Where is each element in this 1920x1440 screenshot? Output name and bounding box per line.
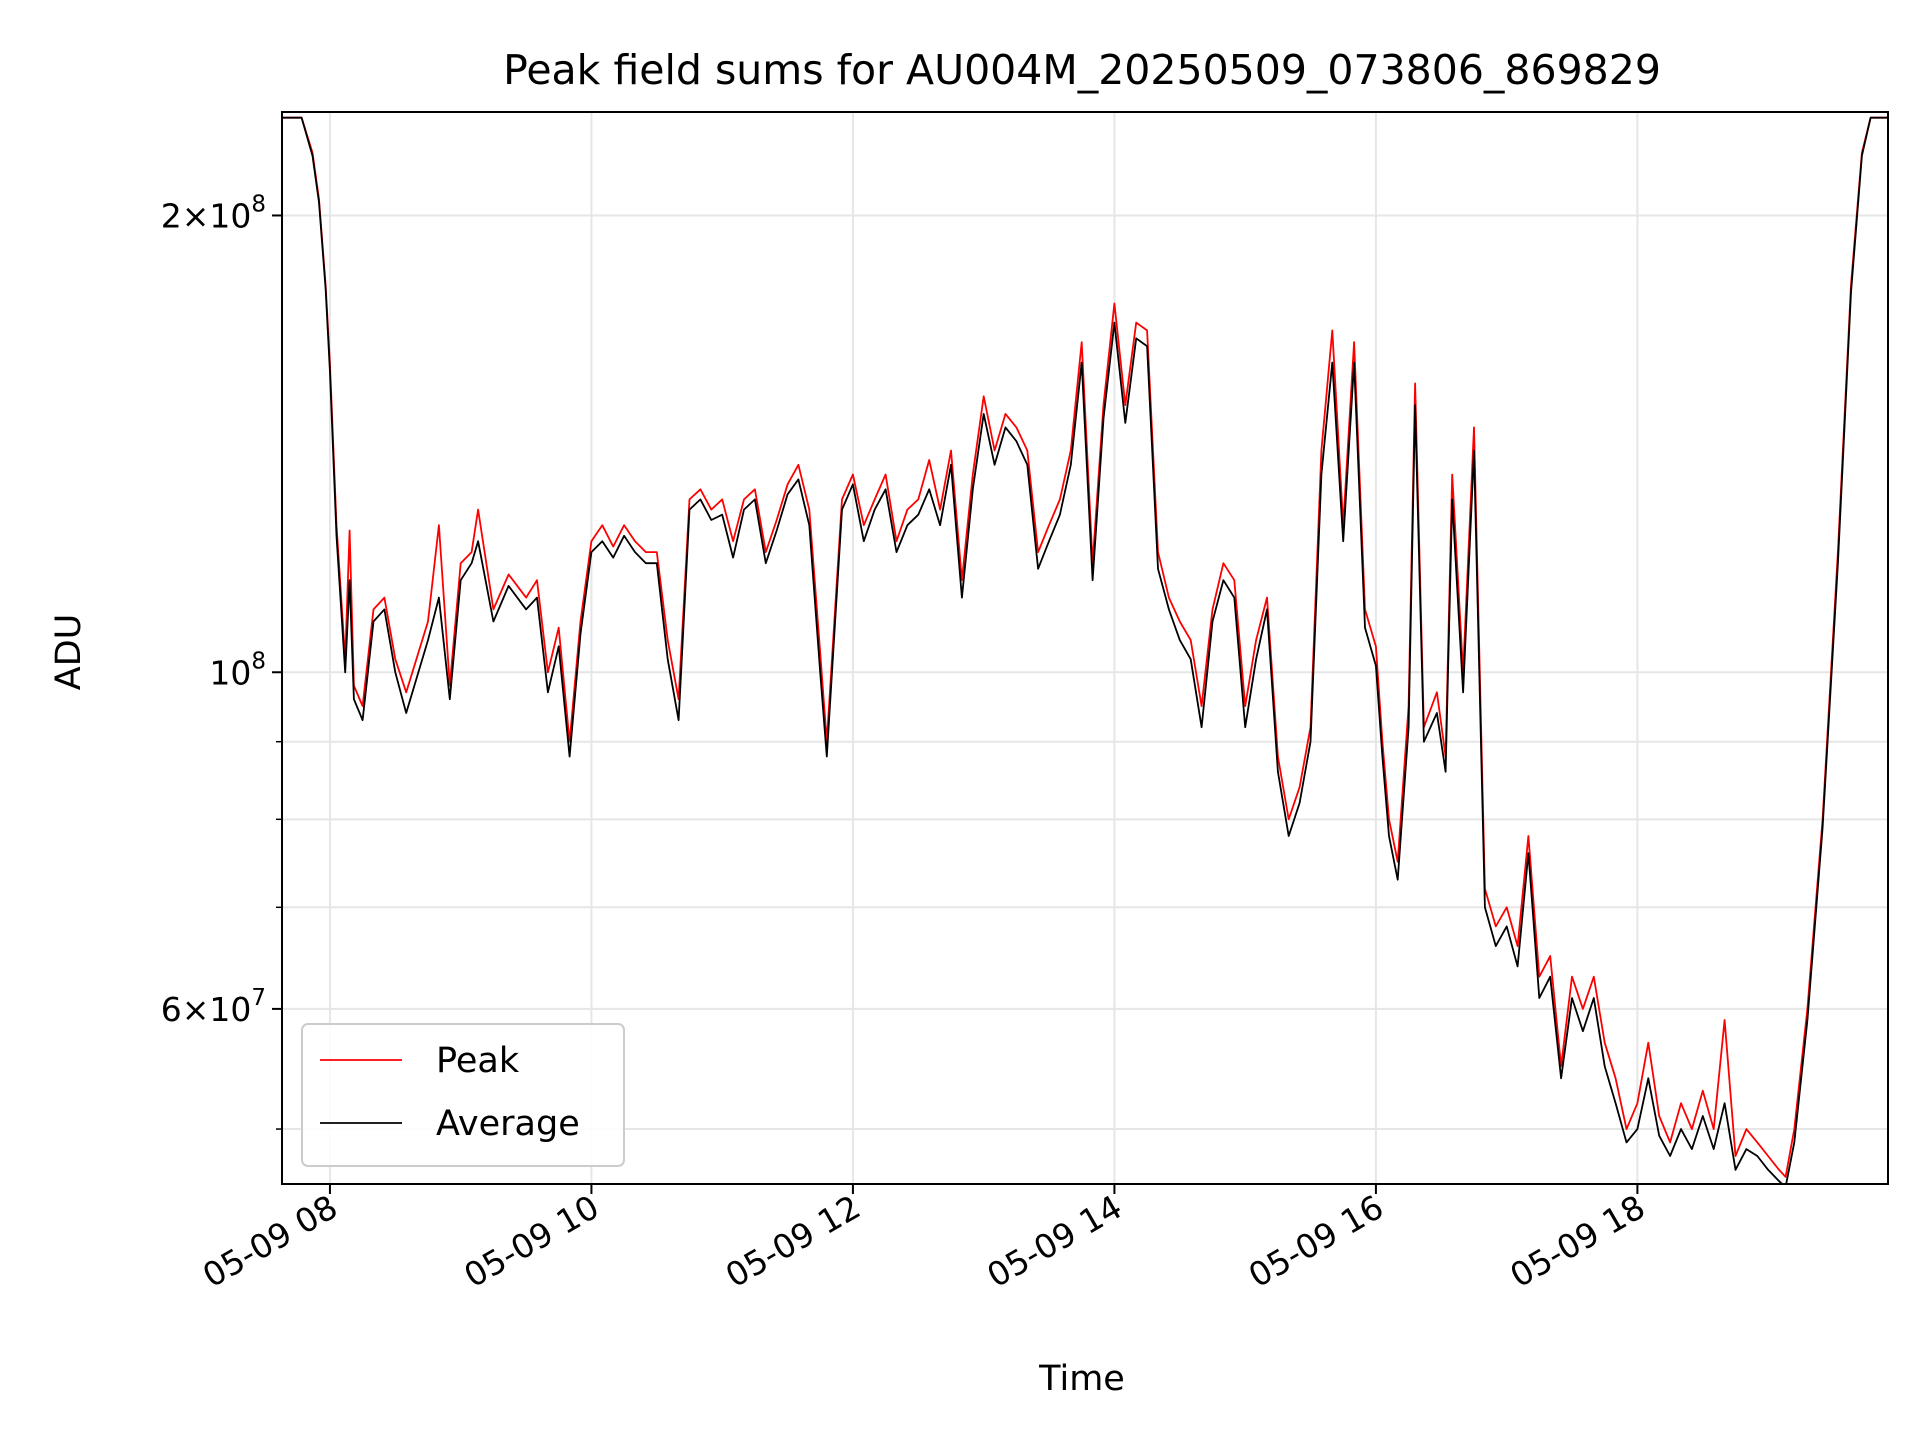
x-axis-label: Time (1038, 1359, 1125, 1399)
legend-label-peak: Peak (436, 1041, 520, 1081)
legend: Peak Average (301, 1023, 625, 1167)
legend-label-average: Average (436, 1104, 580, 1144)
grid (282, 112, 1888, 1184)
y-tick-label: 108 (209, 648, 266, 692)
series-line-average (282, 116, 1888, 1184)
y-tick-label: 2×108 (161, 191, 266, 235)
y-axis-label: ADU (49, 614, 89, 691)
plot-frame (281, 111, 1889, 1185)
series-line-peak (282, 116, 1888, 1178)
series-lines (282, 116, 1888, 1184)
chart-title: Peak field sums for AU004M_20250509_0738… (503, 46, 1661, 94)
y-tick-label: 6×107 (161, 985, 266, 1029)
